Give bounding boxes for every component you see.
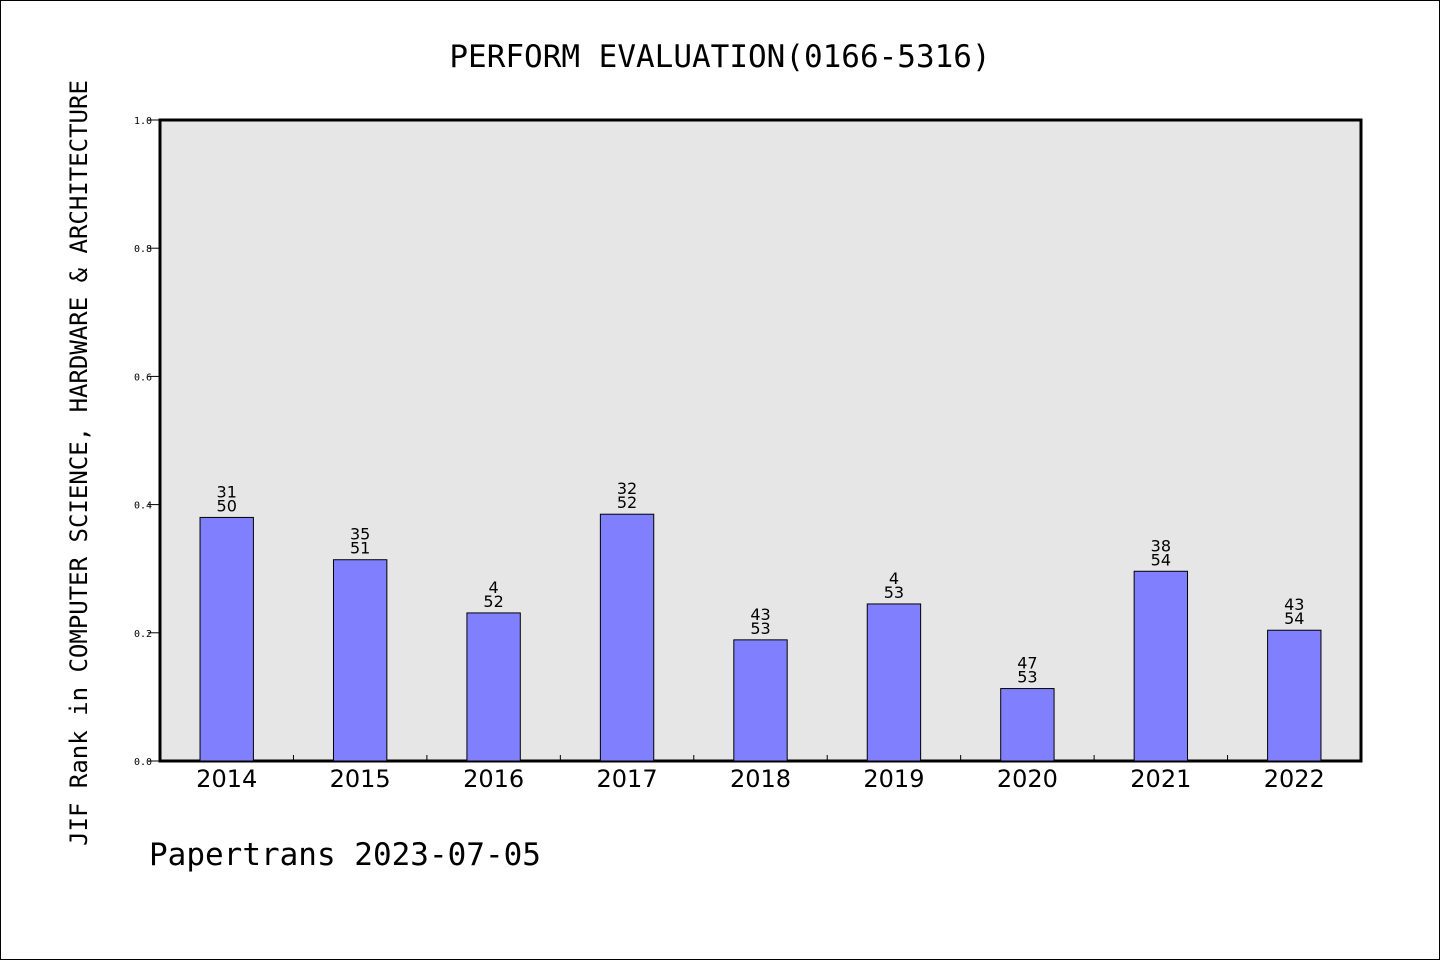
bar-2017 [599, 513, 655, 762]
x-axis-ticks [292, 755, 1229, 761]
x-tick-label: 2015 [330, 765, 391, 793]
bar-label-rank: 43 [1284, 595, 1304, 614]
y-tick-label: 0.4 [134, 501, 152, 512]
y-tick-label: 0.8 [134, 244, 152, 255]
x-tick-label: 2018 [730, 765, 791, 793]
x-tick-label: 2019 [863, 765, 924, 793]
bar-label-rank: 32 [617, 479, 637, 498]
x-tick-label: 2017 [597, 765, 658, 793]
y-tick-label: 0.2 [134, 629, 152, 640]
bar-label-total: 54 [1284, 609, 1304, 628]
bar-2020 [1000, 688, 1055, 762]
x-tick-label: 2014 [196, 765, 257, 793]
bar-series [199, 513, 1322, 762]
bar-label-rank: 35 [350, 525, 370, 544]
x-tick-label: 2021 [1130, 765, 1191, 793]
bar-label-rank: 38 [1151, 536, 1171, 555]
footer-credit: Papertrans 2023-07-05 [149, 837, 541, 873]
bar-label-total: 54 [1151, 550, 1171, 569]
bar-label-rank: 43 [750, 605, 770, 624]
bar-2016 [466, 612, 521, 762]
x-tick-label: 2020 [997, 765, 1058, 793]
y-tick-label: 0.0 [134, 757, 152, 768]
bar-label-total: 53 [884, 583, 904, 602]
x-tick-label: 2016 [463, 765, 524, 793]
bar-label-total: 53 [750, 619, 770, 638]
bar-label-rank: 4 [889, 569, 899, 588]
bar-2021 [1133, 570, 1189, 762]
bar-label-rank: 4 [489, 578, 499, 597]
bar-label-total: 53 [1017, 668, 1037, 687]
chart-title: PERFORM EVALUATION(0166-5316) [449, 39, 990, 75]
bar-label-total: 52 [617, 493, 637, 512]
x-tick-label: 2022 [1264, 765, 1325, 793]
bar-2014 [199, 516, 254, 762]
bar-label-rank: 31 [217, 482, 237, 501]
y-tick-label: 0.6 [134, 372, 152, 383]
bar-label-rank: 47 [1017, 654, 1037, 673]
bar-2019 [866, 603, 922, 762]
bar-2018 [733, 639, 788, 762]
bar-label-total: 52 [483, 592, 503, 611]
x-axis-tick-labels: 2014 2015 2016 2017 2018 2019 2020 2021 2022 [196, 765, 1325, 793]
bar-2022 [1267, 629, 1322, 762]
y-axis-label: JIF Rank in COMPUTER SCIENCE, HARDWARE &… [65, 80, 93, 846]
y-tick-label: 1.0 [134, 116, 152, 127]
bar-2015 [332, 559, 388, 762]
bar-label-total: 50 [217, 496, 237, 515]
y-axis-ticks: 0.0 0.2 0.4 0.6 0.8 1.0 [134, 116, 160, 768]
bar-label-total: 51 [350, 539, 370, 558]
